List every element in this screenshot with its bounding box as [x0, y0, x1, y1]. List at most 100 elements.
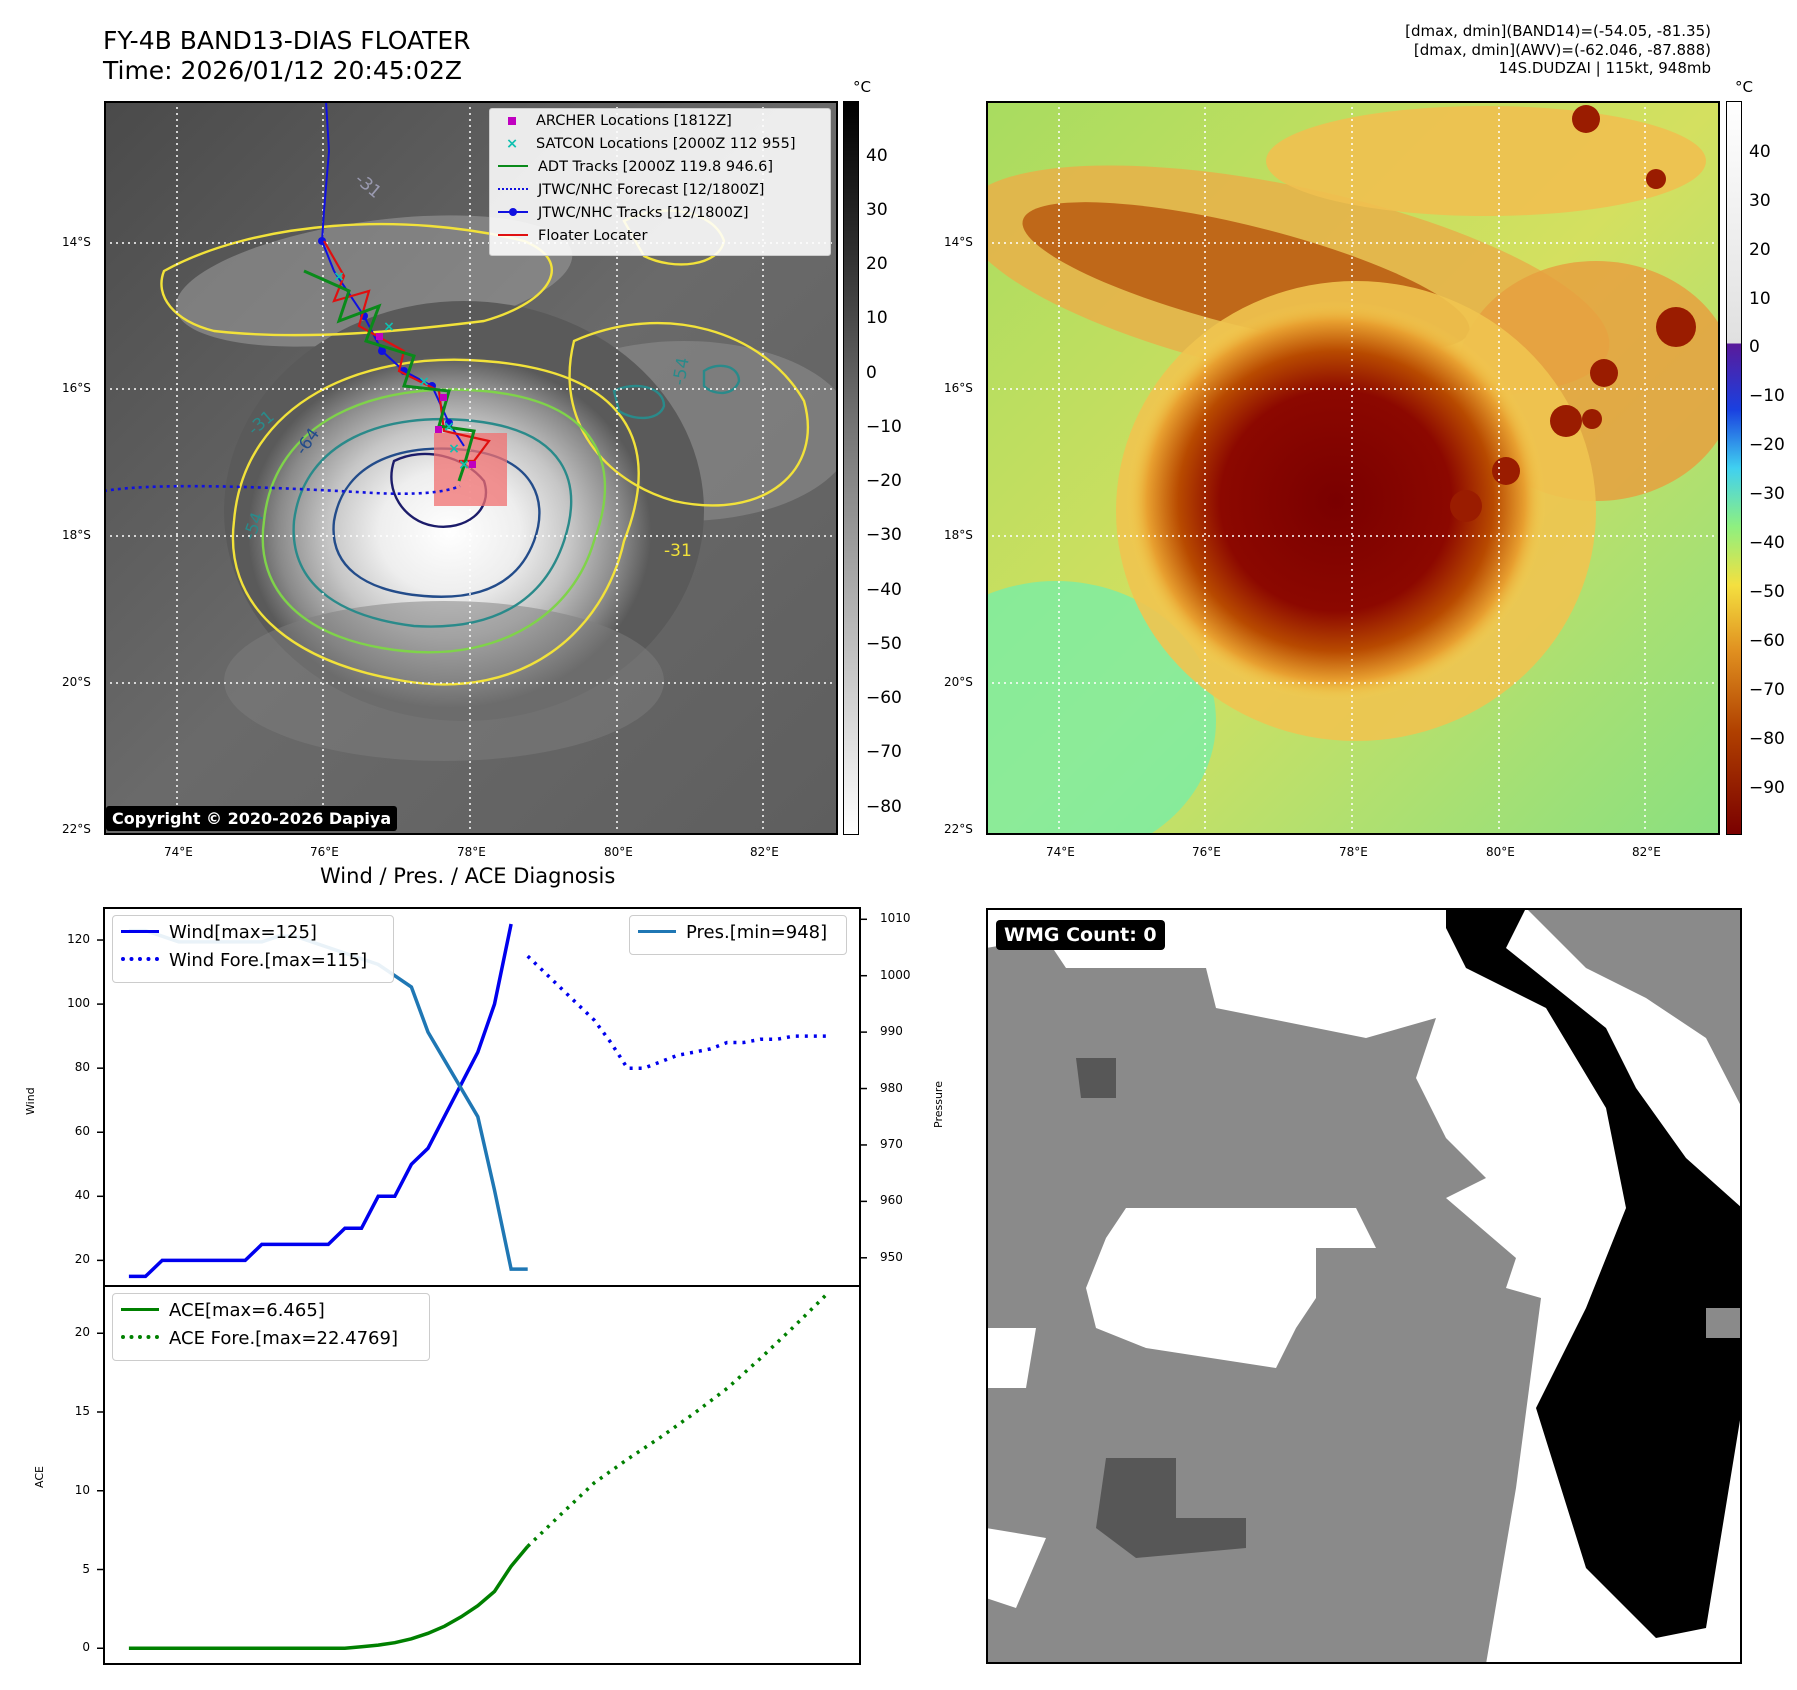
- cb-tick: −70: [866, 742, 902, 762]
- wind-tick-label: 40: [74, 1188, 90, 1203]
- awv-map: [986, 101, 1720, 835]
- awv-map-frame: [986, 101, 1720, 835]
- lat-label: 16°S: [944, 381, 973, 395]
- wind-tick-label: 20: [74, 1252, 90, 1267]
- wind-tick-label: 80: [74, 1060, 90, 1075]
- title-line-satellite: FY-4B BAND13-DIAS FLOATER: [103, 26, 471, 55]
- lat-label: 22°S: [944, 822, 973, 836]
- lat-label: 14°S: [944, 235, 973, 249]
- figure-title: FY-4B BAND13-DIAS FLOATER Time: 2026/01/…: [103, 26, 471, 86]
- lat-label: 16°S: [62, 381, 91, 395]
- cb-tick: −80: [866, 797, 902, 817]
- ace-tick-label: 0: [82, 1640, 90, 1655]
- cb-tick: 10: [1749, 289, 1771, 309]
- lat-label: 22°S: [62, 822, 91, 836]
- cb-tick: 30: [1749, 191, 1771, 211]
- legend-adt: ADT Tracks [2000Z 119.8 946.6]: [490, 159, 773, 175]
- contour-label: -31: [664, 541, 692, 561]
- pressure-tick-label: 970: [880, 1136, 903, 1151]
- legend-archer: ARCHER Locations [1812Z]: [490, 113, 732, 129]
- ir-colorbar-unit: °C: [853, 78, 871, 96]
- band14-range: [dmax, dmin](BAND14)=(-54.05, -81.35): [1405, 22, 1711, 40]
- cb-tick: −70: [1749, 680, 1785, 700]
- cb-tick: −50: [866, 634, 902, 654]
- ir-colorbar: [843, 101, 859, 835]
- cb-tick: −10: [1749, 386, 1785, 406]
- wmg-count-badge: WMG Count: 0: [996, 920, 1165, 950]
- ace-tick-label: 10: [74, 1482, 90, 1497]
- lon-label: 74°E: [1046, 845, 1075, 859]
- lon-label: 82°E: [1632, 845, 1661, 859]
- storm-info: [dmax, dmin](BAND14)=(-54.05, -81.35) [d…: [1405, 22, 1711, 78]
- lon-label: 74°E: [164, 845, 193, 859]
- legend-pressure: Pres.[min=948]: [638, 922, 827, 943]
- cb-tick: −80: [1749, 729, 1785, 749]
- storm-summary: 14S.DUDZAI | 115kt, 948mb: [1498, 59, 1711, 77]
- lat-label: 18°S: [944, 528, 973, 542]
- lat-label: 20°S: [62, 675, 91, 689]
- cb-tick: 10: [866, 308, 888, 328]
- pressure-tick-label: 990: [880, 1024, 903, 1039]
- map-legend: ARCHER Locations [1812Z] × SATCON Locatio…: [489, 108, 831, 256]
- cb-tick: −30: [1749, 484, 1785, 504]
- cb-tick: −40: [866, 580, 902, 600]
- legend-forecast: JTWC/NHC Forecast [12/1800Z]: [490, 182, 764, 198]
- cb-tick: 20: [1749, 240, 1771, 260]
- lon-label: 80°E: [1486, 845, 1515, 859]
- svg-text:×: ×: [458, 457, 470, 473]
- cb-tick: 0: [866, 363, 877, 383]
- svg-text:×: ×: [448, 441, 460, 457]
- wind-forecast-line: [526, 954, 827, 1070]
- wind-tick-label: 120: [67, 932, 90, 947]
- wmg-frame: [986, 908, 1742, 1664]
- diagnosis-title: Wind / Pres. / ACE Diagnosis: [320, 864, 616, 888]
- wind-legend: Wind[max=125] Wind Fore.[max=115]: [112, 915, 394, 983]
- ir-map-frame: [104, 101, 838, 835]
- ace-forecast-line: [526, 1292, 829, 1548]
- cb-tick: −20: [866, 471, 902, 491]
- svg-text:×: ×: [333, 269, 345, 285]
- lon-label: 76°E: [310, 845, 339, 859]
- svg-text:×: ×: [418, 374, 430, 390]
- contour-label: -54: [669, 356, 694, 387]
- wind-series-line: [128, 923, 513, 1279]
- wind-axis-label: Wind: [24, 1087, 37, 1115]
- pressure-tick-label: 1010: [880, 911, 911, 926]
- cb-tick: −60: [866, 688, 902, 708]
- ace-axis-label: ACE: [33, 1466, 46, 1488]
- legend-jtwc-track: JTWC/NHC Tracks [12/1800Z]: [490, 205, 749, 221]
- lat-label: 20°S: [944, 675, 973, 689]
- pressure-legend: Pres.[min=948]: [629, 915, 847, 955]
- pressure-tick-label: 980: [880, 1080, 903, 1095]
- svg-text:×: ×: [443, 419, 455, 435]
- ace-tick-label: 20: [74, 1325, 90, 1340]
- lat-label: 14°S: [62, 235, 91, 249]
- lon-label: 82°E: [750, 845, 779, 859]
- cb-tick: 0: [1749, 337, 1760, 357]
- svg-text:×: ×: [383, 319, 395, 335]
- legend-wind-forecast: Wind Fore.[max=115]: [121, 950, 367, 971]
- pressure-tick-label: 960: [880, 1193, 903, 1208]
- ace-legend: ACE[max=6.465] ACE Fore.[max=22.4769]: [112, 1293, 430, 1361]
- cb-tick: −20: [1749, 435, 1785, 455]
- cb-tick: −50: [1749, 582, 1785, 602]
- awv-colorbar-unit: °C: [1735, 78, 1753, 96]
- cb-tick: 40: [866, 146, 888, 166]
- lon-label: 78°E: [457, 845, 486, 859]
- lon-label: 78°E: [1339, 845, 1368, 859]
- cb-tick: −30: [866, 525, 902, 545]
- pressure-axis-label: Pressure: [932, 1081, 945, 1128]
- lat-label: 18°S: [62, 528, 91, 542]
- cb-tick: 30: [866, 200, 888, 220]
- lon-label: 76°E: [1192, 845, 1221, 859]
- ace-series-line: [128, 1545, 530, 1651]
- title-line-time: Time: 2026/01/12 20:45:02Z: [103, 56, 462, 85]
- legend-ace-forecast: ACE Fore.[max=22.4769]: [121, 1328, 398, 1349]
- cb-tick: 40: [1749, 142, 1771, 162]
- lon-label: 80°E: [604, 845, 633, 859]
- ace-tick-label: 5: [82, 1561, 90, 1576]
- legend-satcon: × SATCON Locations [2000Z 112 955]: [506, 136, 796, 152]
- pressure-tick-label: 950: [880, 1249, 903, 1264]
- wind-tick-label: 60: [74, 1124, 90, 1139]
